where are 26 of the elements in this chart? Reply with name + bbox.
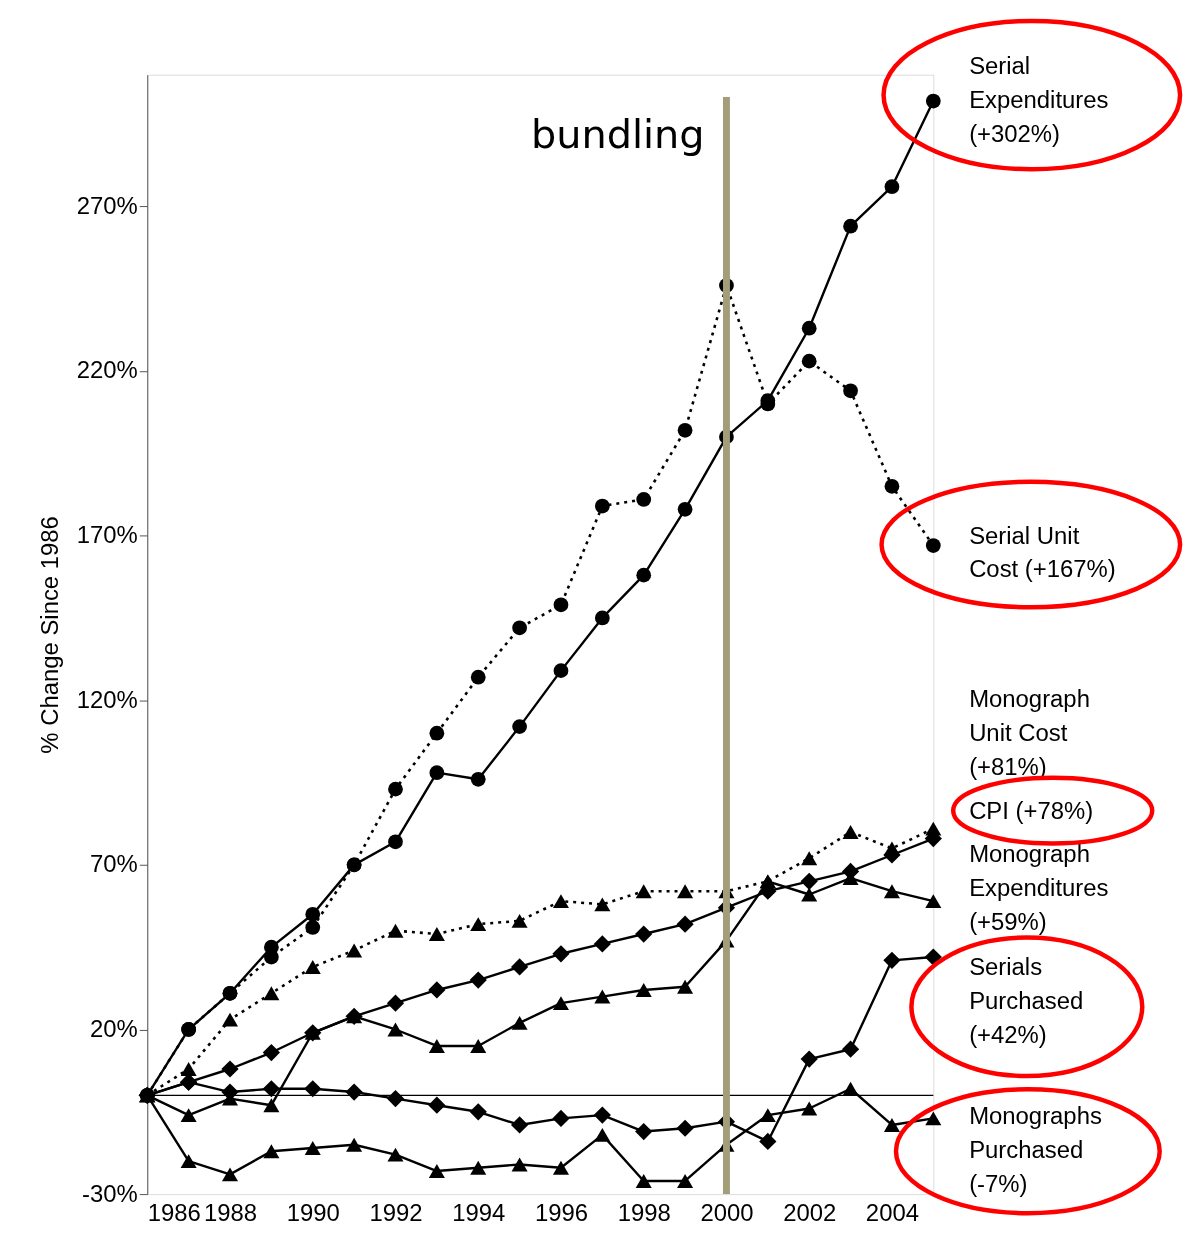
x-tick-label: 1996	[534, 1199, 589, 1227]
x-tick-label: 2000	[700, 1199, 754, 1227]
x-tick-label: 1992	[369, 1199, 423, 1227]
ref-line-label: bundling	[530, 111, 705, 158]
series-label: Serials Purchased (+42%)	[969, 952, 1084, 1048]
x-tick-label: 1994	[452, 1199, 506, 1227]
x-tick-label: 2004	[865, 1199, 919, 1227]
series-label: CPI (+78%)	[969, 796, 1094, 824]
series-label: Serial Unit Cost (+167%)	[969, 521, 1116, 583]
x-tick-label: 1986	[147, 1199, 201, 1227]
y-tick-label: 270%	[76, 191, 138, 219]
y-tick-label: -30%	[82, 1179, 138, 1207]
y-tick-label: 120%	[76, 685, 138, 713]
x-tick-label: 1988	[203, 1199, 258, 1227]
y-tick-label: 170%	[76, 521, 138, 549]
x-tick-label: 1998	[617, 1199, 671, 1227]
x-tick-label: 1990	[286, 1199, 340, 1227]
y-tick-label: 220%	[76, 356, 138, 384]
y-tick-label: 20%	[90, 1014, 138, 1042]
text: Monograph Unit Cost (+81%)	[969, 685, 1090, 780]
series-label: Monograph Expenditures (+59%)	[969, 840, 1109, 935]
y-axis-title: % Change Since 1986	[35, 516, 63, 754]
series-label: Monographs Purchased (-7%)	[969, 1102, 1102, 1198]
x-tick-label: 2002	[783, 1199, 837, 1227]
y-tick-label: 70%	[90, 850, 138, 878]
series-label: Serial Expenditures (+302%)	[969, 52, 1109, 147]
